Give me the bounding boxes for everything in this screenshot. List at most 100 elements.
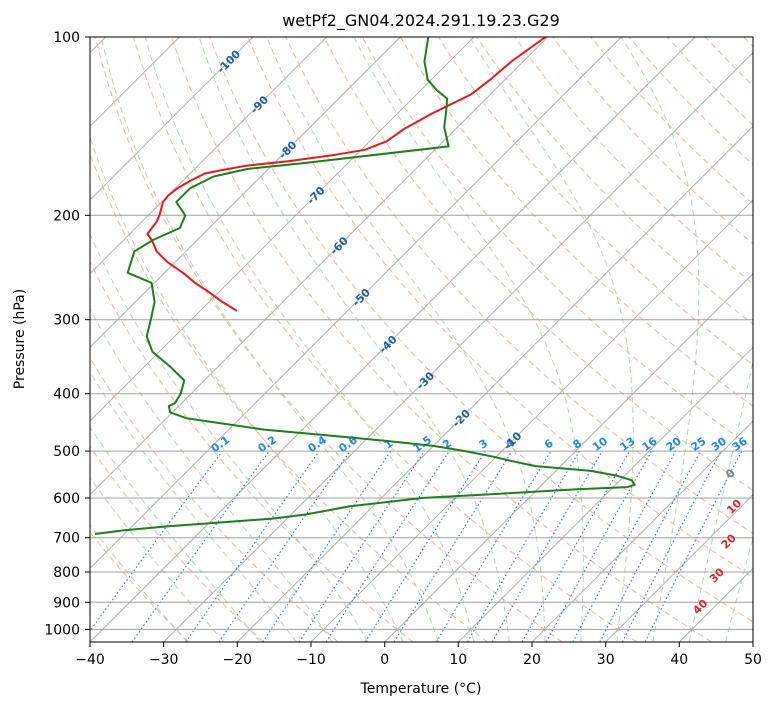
dry-adiabat-line [704,37,753,87]
isotherm-line [384,272,753,642]
dry-adiabat-line [323,37,753,491]
y-tick-label: 1000 [44,622,80,638]
moist-adiabat-line [469,37,634,642]
isotherm-line [236,125,753,642]
isotherm-line [531,420,753,642]
x-tick-label: −30 [149,652,179,668]
dry-adiabat-line [90,152,488,642]
y-tick-label: 600 [53,491,80,507]
isotherm-label: -100 [215,47,244,76]
mixing-ratio-line [364,450,486,642]
moist-adiabat-line [100,37,439,642]
adiabat-label: 10 [724,497,744,517]
x-tick-label: −20 [223,652,253,668]
x-tick-label: −40 [75,652,105,668]
mixing-ratio-label: 6 [542,437,556,452]
dry-adiabat-line [171,37,712,642]
mixing-ratio-line [435,450,552,642]
dry-adiabat-line [90,446,264,642]
isotherm-line [163,51,753,642]
moist-adiabat-line [353,37,584,642]
mixing-ratio-line [90,450,223,632]
dry-adiabat-line [90,531,190,642]
isotherm-label: -70 [304,184,327,207]
moist-adiabat-line [620,37,700,642]
y-tick-label: 300 [53,313,80,329]
adiabat-label: 20 [719,531,739,551]
series-line-1 [146,37,547,312]
profile-series [94,37,636,535]
dry-adiabat-line [590,37,753,205]
x-tick-label: −10 [296,652,326,668]
moist-adiabat-line [725,536,753,642]
y-tick-label: 800 [53,565,80,581]
mixing-ratio-line [185,450,320,642]
isotherm-label: -50 [350,286,373,309]
mixing-ratio-label: 3 [477,437,491,452]
dry-adiabat-line [209,37,753,623]
dry-adiabat-line [94,37,563,642]
isotherm-line [90,37,254,201]
isotherm-line [90,37,475,422]
isotherm-line [457,346,753,642]
moist-adiabat-line [90,232,369,642]
plot-frame [89,36,754,643]
moist-adiabat-line [90,426,261,642]
x-tick-label: 20 [523,652,541,668]
x-tick-label: 10 [449,652,467,668]
dry-adiabat-line [666,37,753,126]
y-axis-label: Pressure (hPa) [12,289,28,389]
x-axis-label: Temperature (°C) [360,681,482,697]
y-axis: 100 200 300 400 500 600 700 800 900 1000 [44,30,90,638]
dry-adiabat-line [552,37,753,245]
isotherm-line [605,493,753,642]
moist-adiabat-line [144,37,475,642]
x-tick-label: 50 [744,652,762,668]
series-line-2 [94,37,636,535]
dry-adiabat-line [90,356,339,642]
isotherm-label: -80 [276,138,299,161]
mixing-ratio-label: 0.1 [209,433,232,455]
x-tick-label: 40 [670,652,688,668]
isotherm-line [310,199,753,642]
isotherm-line [90,37,328,275]
y-tick-label: 700 [53,531,80,547]
mixing-ratio-line [644,450,743,642]
adiabat-label: 30 [707,565,727,585]
moist-adiabat-line [266,37,546,642]
mixing-ratio-line [599,450,701,642]
moist-adiabat-line [198,37,510,642]
chart-title: wetPf2_GN04.2024.291.19.23.G29 [282,11,560,31]
dry-adiabat-line [90,260,414,642]
y-tick-label: 900 [53,595,80,611]
mixing-ratio-line [298,450,425,642]
mixing-ratio-line [545,450,653,642]
dry-adiabat-line [437,37,753,366]
moist-adiabat-line [90,476,225,642]
y-tick-label: 500 [53,444,80,460]
mixing-ratio-line [218,450,351,642]
adiabat-label: 0 [723,466,738,481]
mixing-ratio-line [572,450,677,642]
moist-adiabat-line [90,135,404,642]
mixing-ratio-line [262,450,392,642]
y-tick-label: 400 [53,387,80,403]
mixing-ratio-line [325,450,450,642]
dry-adiabat-line [743,37,753,48]
dry-adiabat-line [476,37,753,325]
pressure-gridlines [90,37,753,630]
moist-adiabat-line [90,370,297,642]
y-tick-label: 200 [53,208,80,224]
moist-adiabat-line [90,308,333,642]
mixing-ratio-label: 0.4 [306,433,330,455]
isotherm-line [90,37,696,642]
isotherm-line [90,37,401,349]
isotherm-line [752,641,753,642]
dry-adiabat-line [285,37,753,535]
moist-adiabat-line [688,358,753,642]
y-tick-label: 100 [53,30,80,46]
mixing-ratio-line [521,450,630,642]
x-axis: −40 −30 −20 −10 0 10 20 30 40 50 [75,642,762,668]
dry-adiabat-line [514,37,753,285]
